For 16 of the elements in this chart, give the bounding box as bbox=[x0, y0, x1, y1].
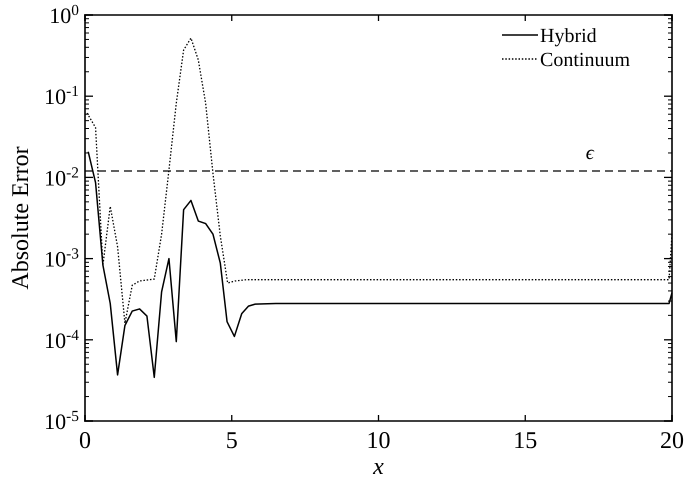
y-tick-label: 10$^{0}$ bbox=[49, 2, 80, 28]
x-tick-label: 20 bbox=[660, 428, 684, 454]
y-tick-label: 10$^{-1}$ bbox=[44, 82, 79, 110]
x-tick-label: 15 bbox=[513, 428, 538, 454]
y-tick-label: 10$^{-2}$ bbox=[44, 164, 79, 190]
x-axis-title: x bbox=[372, 454, 384, 480]
y-axis-title: Absolute Error bbox=[8, 146, 34, 290]
y-tick-label: 10$^{-5}$ bbox=[44, 408, 80, 434]
legend-label: Continuum bbox=[540, 49, 630, 71]
y-tick-label: 10$^{-4}$ bbox=[44, 326, 80, 353]
x-tick-label: 10 bbox=[366, 428, 390, 454]
x-tick-label: 5 bbox=[226, 428, 238, 454]
x-tick-label: 0 bbox=[79, 428, 91, 454]
ref-line-label: ϵ bbox=[586, 142, 595, 164]
y-tick-label: 10$^{-3}$ bbox=[44, 245, 80, 272]
legend-label: Hybrid bbox=[540, 25, 597, 47]
